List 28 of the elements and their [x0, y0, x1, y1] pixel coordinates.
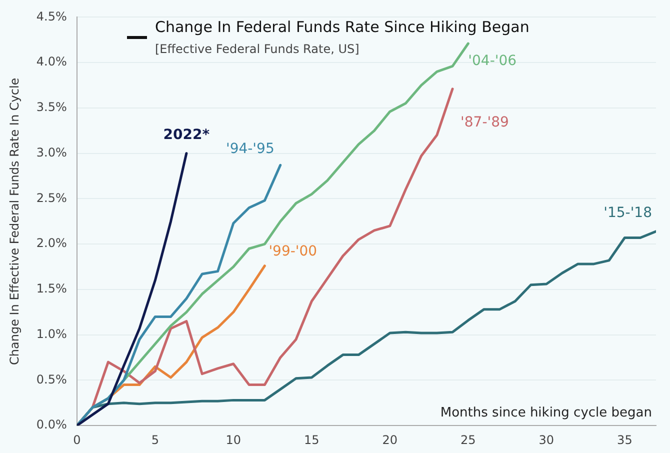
- y-tick-label: 2.0%: [36, 236, 67, 250]
- x-tick-label: 15: [304, 432, 320, 447]
- y-tick-label: 3.5%: [36, 100, 67, 114]
- y-axis-title: Change In Effective Federal Funds Rate In Cycle: [7, 78, 22, 365]
- y-tick-label: 1.5%: [36, 282, 67, 296]
- series-label: '15-'18: [604, 205, 652, 222]
- chart-title: Change In Federal Funds Rate Since Hiking Began: [155, 18, 530, 36]
- y-tick-label: 0.5%: [36, 372, 67, 386]
- x-tick-label: 35: [617, 432, 632, 447]
- y-tick-label: 2.5%: [36, 190, 67, 205]
- series-label: '04-'06: [468, 53, 517, 70]
- x-axis-title: Months since hiking cycle began: [440, 405, 652, 420]
- y-tick-label: 0.0%: [36, 418, 67, 432]
- x-tick-label: 30: [538, 432, 554, 447]
- series-label: '99-'00: [268, 244, 318, 260]
- series-label: '94-'95: [226, 140, 274, 157]
- x-tick-label: 10: [226, 432, 242, 447]
- text: [Effective Federal Funds Rate, US]: [155, 42, 360, 56]
- x-tick-label: 0: [73, 432, 81, 447]
- y-tick-label: 3.0%: [36, 145, 67, 160]
- series-label: '87-'89: [460, 114, 509, 131]
- series-label: 2022*: [163, 126, 210, 143]
- y-tick-label: 4.5%: [36, 9, 67, 24]
- y-tick-label: 1.0%: [36, 326, 67, 341]
- y-tick-label: 4.0%: [36, 54, 67, 69]
- x-tick-label: 5: [151, 432, 159, 447]
- x-tick-label: 25: [460, 432, 476, 447]
- x-tick-label: 20: [382, 432, 398, 447]
